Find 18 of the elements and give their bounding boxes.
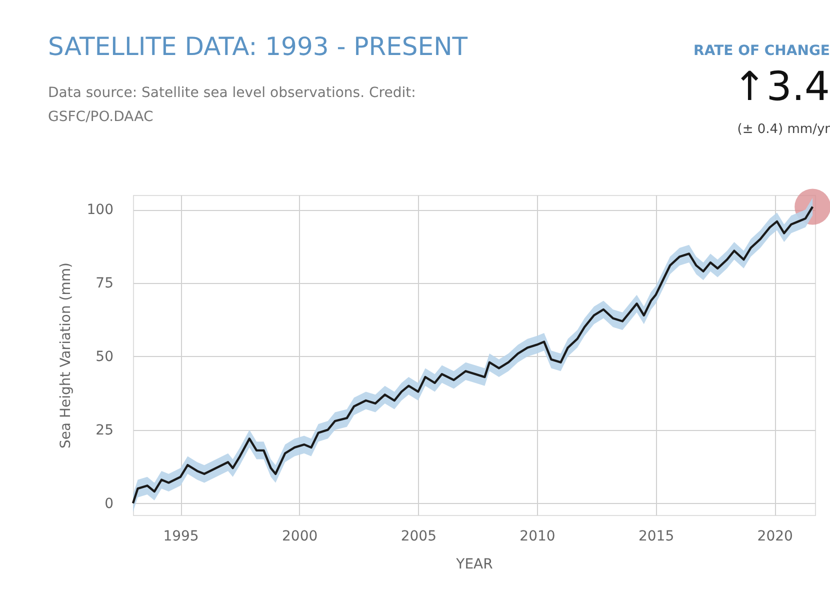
x-tick-label: 2020 xyxy=(757,528,793,544)
y-axis-title: Sea Height Variation (mm) xyxy=(58,262,74,449)
x-tick-label: 2005 xyxy=(400,528,436,544)
text: RATE OF CHANGE xyxy=(694,43,830,59)
x-tick-label: 2015 xyxy=(638,528,674,544)
y-tick-label: 25 xyxy=(96,422,114,438)
chart-title: SATELLITE DATA: 1993 - PRESENT xyxy=(48,32,468,61)
x-tick-label: 2010 xyxy=(520,528,556,544)
y-tick-label: 0 xyxy=(104,496,114,512)
y-tick-label: 100 xyxy=(86,202,114,218)
x-axis-title: YEAR xyxy=(455,556,494,572)
x-tick-label: 1995 xyxy=(163,528,199,544)
y-tick-label: 50 xyxy=(96,348,114,365)
chart-subtitle: Data source: Satellite sea level observations. Credit: GSFC/PO.DAAC xyxy=(48,85,416,125)
text: ↑3.4 xyxy=(732,64,830,110)
x-tick-label: 2000 xyxy=(282,528,318,544)
y-tick-label: 75 xyxy=(96,276,114,292)
text: (± 0.4) mm/yr xyxy=(737,122,830,137)
